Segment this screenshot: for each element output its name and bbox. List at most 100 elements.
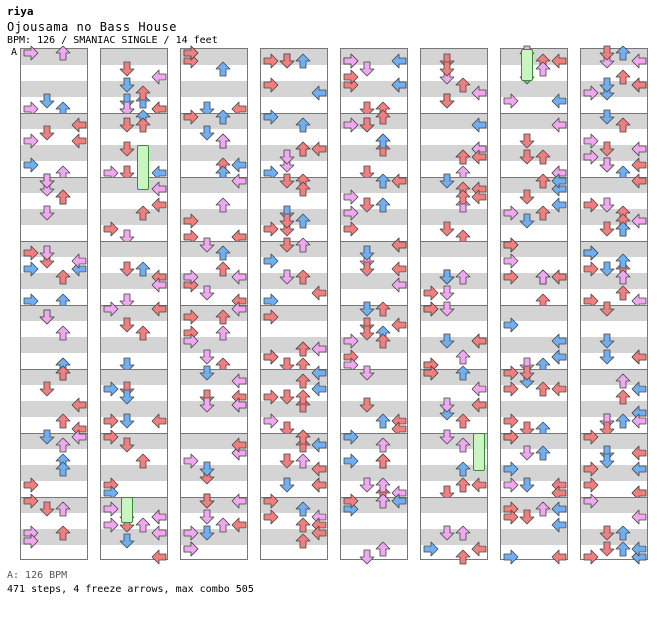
up-arrow-icon: [295, 533, 311, 549]
measure-line: [261, 241, 327, 242]
down-arrow-icon: [279, 389, 295, 405]
left-arrow-icon: [343, 429, 359, 445]
measure-line: [581, 433, 647, 434]
beat-band: [181, 145, 247, 161]
chart-column-4: [260, 48, 328, 560]
beat-band: [101, 465, 167, 481]
measure-line: [21, 369, 87, 370]
down-arrow-icon: [359, 317, 375, 333]
right-arrow-icon: [631, 413, 647, 429]
beat-band: [501, 305, 567, 321]
left-arrow-icon: [343, 493, 359, 509]
right-arrow-icon: [311, 381, 327, 397]
right-arrow-icon: [391, 77, 407, 93]
left-arrow-icon: [263, 349, 279, 365]
beat-band: [421, 529, 487, 545]
measure-line: [261, 369, 327, 370]
down-arrow-icon: [39, 381, 55, 397]
down-arrow-icon: [39, 173, 55, 189]
measure-line: [261, 497, 327, 498]
right-arrow-icon: [551, 517, 567, 533]
left-arrow-icon: [263, 53, 279, 69]
up-arrow-icon: [615, 525, 631, 541]
left-arrow-icon: [503, 381, 519, 397]
up-arrow-icon: [215, 109, 231, 125]
left-arrow-icon: [183, 309, 199, 325]
down-arrow-icon: [359, 165, 375, 181]
measure-line: [581, 305, 647, 306]
up-arrow-icon: [215, 133, 231, 149]
right-arrow-icon: [471, 85, 487, 101]
up-arrow-icon: [535, 501, 551, 517]
up-arrow-icon: [135, 325, 151, 341]
up-arrow-icon: [135, 205, 151, 221]
left-arrow-icon: [263, 509, 279, 525]
right-arrow-icon: [71, 133, 87, 149]
down-arrow-icon: [519, 357, 535, 373]
right-arrow-icon: [311, 85, 327, 101]
up-arrow-icon: [535, 381, 551, 397]
chart-column-3: [180, 45, 248, 560]
beat-band: [181, 177, 247, 193]
beat-band: [581, 337, 647, 353]
down-arrow-icon: [199, 101, 215, 117]
measure-line: [341, 369, 407, 370]
down-arrow-icon: [439, 173, 455, 189]
right-arrow-icon: [231, 437, 247, 453]
left-arrow-icon: [183, 541, 199, 557]
up-arrow-icon: [295, 453, 311, 469]
up-arrow-icon: [295, 117, 311, 133]
right-arrow-icon: [631, 213, 647, 229]
measure-line: [501, 113, 567, 114]
left-arrow-icon: [503, 317, 519, 333]
right-arrow-icon: [631, 349, 647, 365]
beat-band: [341, 241, 407, 257]
measure-line: [21, 305, 87, 306]
measure-line: [21, 497, 87, 498]
right-arrow-icon: [311, 285, 327, 301]
measure-line: [261, 113, 327, 114]
up-arrow-icon: [455, 437, 471, 453]
measure-line: [341, 497, 407, 498]
beat-band: [501, 81, 567, 97]
up-arrow-icon: [375, 141, 391, 157]
down-arrow-icon: [439, 333, 455, 349]
right-arrow-icon: [391, 53, 407, 69]
down-arrow-icon: [119, 437, 135, 453]
down-arrow-icon: [39, 125, 55, 141]
beat-band: [21, 113, 87, 129]
down-arrow-icon: [279, 173, 295, 189]
up-arrow-icon: [135, 85, 151, 101]
down-arrow-icon: [439, 525, 455, 541]
measure-line: [21, 241, 87, 242]
beat-band: [21, 401, 87, 417]
right-arrow-icon: [391, 237, 407, 253]
right-arrow-icon: [631, 173, 647, 189]
up-arrow-icon: [615, 221, 631, 237]
up-arrow-icon: [215, 61, 231, 77]
up-arrow-icon: [55, 525, 71, 541]
left-arrow-icon: [23, 157, 39, 173]
beat-band: [501, 145, 567, 161]
beat-band: [341, 145, 407, 161]
right-arrow-icon: [151, 549, 167, 565]
left-arrow-icon: [343, 333, 359, 349]
measure-line: [581, 369, 647, 370]
beat-band: [101, 369, 167, 385]
measure-line: [341, 113, 407, 114]
down-arrow-icon: [199, 493, 215, 509]
down-arrow-icon: [519, 421, 535, 437]
left-arrow-icon: [183, 45, 199, 61]
left-arrow-icon: [583, 549, 599, 565]
measure-line: [501, 177, 567, 178]
up-arrow-icon: [375, 109, 391, 125]
chart-column-2: [100, 48, 168, 565]
down-arrow-icon: [39, 93, 55, 109]
beat-band: [501, 529, 567, 545]
down-arrow-icon: [599, 221, 615, 237]
down-arrow-icon: [599, 197, 615, 213]
down-arrow-icon: [119, 117, 135, 133]
right-arrow-icon: [311, 141, 327, 157]
up-arrow-icon: [215, 325, 231, 341]
down-arrow-icon: [199, 461, 215, 477]
